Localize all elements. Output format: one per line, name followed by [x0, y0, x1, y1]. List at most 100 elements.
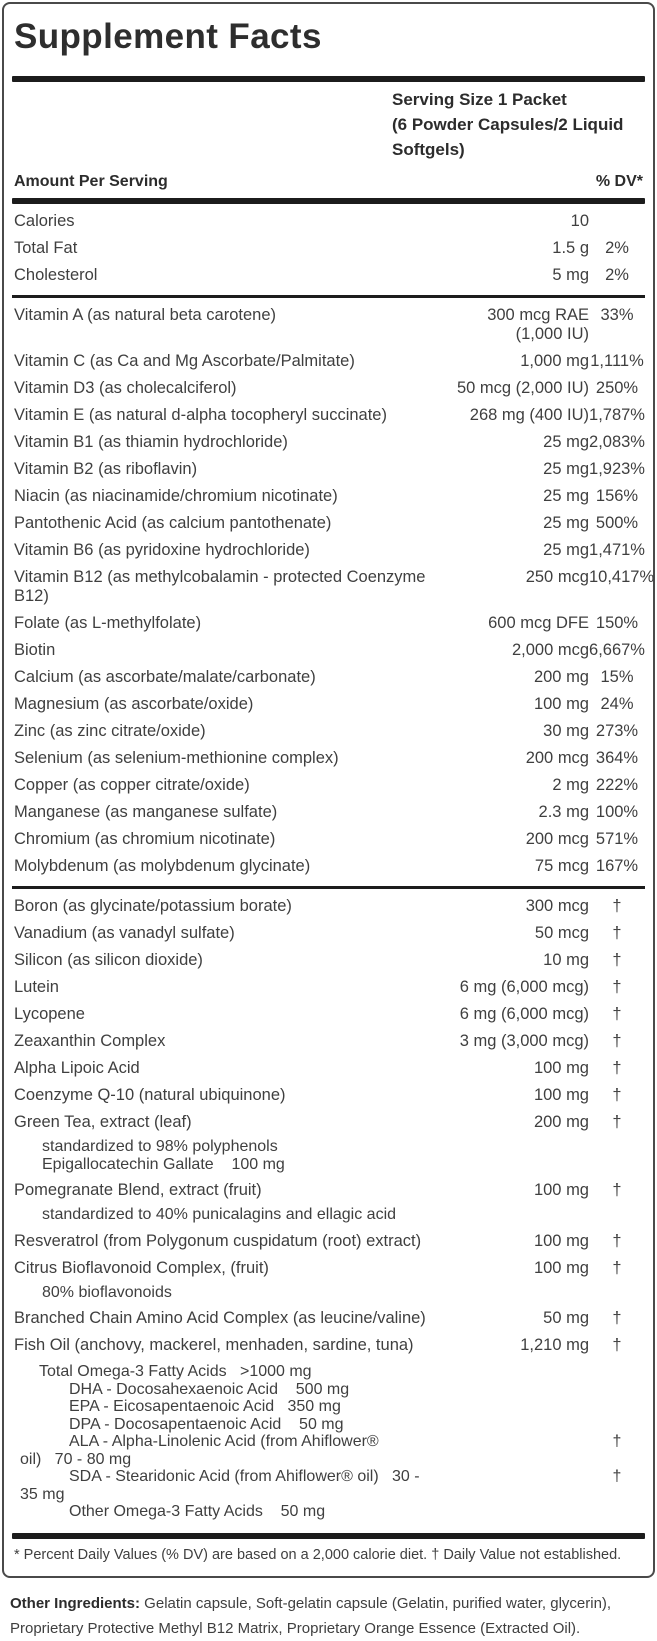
nutrient-row: Molybdenum (as molybdenum glycinate) 75 m… — [12, 849, 645, 876]
nutrient-name: Silicon (as silicon dioxide) — [14, 951, 203, 969]
nutrient-name: Branched Chain Amino Acid Complex (as le… — [14, 1309, 426, 1327]
nutrient-amount: 200 mg — [533, 668, 589, 686]
nutrient-dv: † — [612, 1005, 622, 1023]
nutrient-row: Vitamin C (as Ca and Mg Ascorbate/Palmit… — [12, 344, 645, 371]
nutrient-name: Alpha Lipoic Acid — [14, 1059, 140, 1077]
nutrient-dv: 222% — [595, 776, 639, 794]
nutrient-amount: 1.5 g — [552, 239, 589, 257]
nutrient-dv: 364% — [595, 749, 639, 767]
nutrient-dv: † — [612, 1086, 622, 1104]
subnote: 80% bioflavonoids — [12, 1278, 645, 1302]
nutrient-row: Copper (as copper citrate/oxide) 2 mg 222% — [12, 768, 645, 795]
nutrient-amount: 1,000 mg — [520, 352, 589, 370]
nutrient-name: Vitamin D3 (as cholecalciferol) — [14, 379, 237, 397]
omega-line: Other Omega-3 Fatty Acids 50 mg — [12, 1503, 645, 1521]
nutrient-amount: 5 mg — [552, 266, 589, 284]
nutrient-dv: † — [612, 1032, 622, 1050]
nutrient-row: Alpha Lipoic Acid 100 mg † — [12, 1051, 645, 1078]
nutrient-dv: 10,417% — [589, 568, 655, 586]
nutrient-dv: † — [612, 1059, 622, 1077]
subnote-line: Epigallocatechin Gallate 100 mg — [42, 1155, 285, 1173]
nutrient-name: Citrus Bioflavonoid Complex, (fruit) — [14, 1258, 269, 1277]
nutrient-row: Resveratrol (from Polygonum cuspidatum (… — [12, 1224, 645, 1251]
serving-size-block: Serving Size 1 Packet (6 Powder Capsules… — [12, 82, 645, 162]
header-thick-divider — [12, 198, 645, 204]
nutrient-dv: 1,111% — [590, 352, 644, 370]
label-title: Supplement Facts — [14, 17, 322, 56]
nutrient-amount: 268 mg (400 IU) — [469, 406, 589, 424]
nutrient-dv: 2% — [605, 266, 629, 284]
nutrient-row: Manganese (as manganese sulfate) 2.3 mg 10… — [12, 795, 645, 822]
nutrient-row: Coenzyme Q-10 (natural ubiquinone) 100 mg… — [12, 1078, 645, 1105]
nutrient-amount: 2,000 mcg — [511, 641, 589, 659]
nutrient-row: Vanadium (as vanadyl sulfate) 50 mcg † — [12, 916, 645, 943]
serving-size-line2: (6 Powder Capsules/2 Liquid Softgels) — [392, 115, 624, 159]
nutrient-dv: 500% — [595, 514, 639, 532]
nutrient-name: Calcium (as ascorbate/malate/carbonate) — [14, 668, 316, 686]
nutrient-dv: † — [612, 1113, 622, 1131]
nutrient-dv: 2,083% — [589, 433, 645, 451]
nutrient-row: Vitamin D3 (as cholecalciferol) 50 mcg (2… — [12, 371, 645, 398]
nutrient-row: Cholesterol 5 mg 2% — [12, 258, 645, 285]
nutrient-row: Pantothenic Acid (as calcium pantothenat… — [12, 506, 645, 533]
nutrient-name: Zeaxanthin Complex — [14, 1032, 166, 1050]
nutrient-amount: 50 mcg (2,000 IU) — [456, 379, 589, 397]
nutrient-dv: 100% — [595, 803, 639, 821]
nutrient-amount: 6 mg (6,000 mcg) — [459, 1005, 589, 1023]
nutrient-row: Citrus Bioflavonoid Complex, (fruit) 100 … — [12, 1251, 645, 1278]
omega-text: Other Omega-3 Fatty Acids 50 mg — [69, 1503, 326, 1520]
section-rule — [12, 886, 645, 889]
nutrient-row: Vitamin B12 (as methylcobalamin - protec… — [12, 560, 655, 606]
other-ingredients: Other Ingredients: Gelatin capsule, Soft… — [10, 1591, 647, 1641]
serving-size-line1: Serving Size 1 Packet — [392, 90, 567, 109]
nutrient-amount: 600 mcg DFE — [488, 614, 589, 632]
nutrient-name: Magnesium (as ascorbate/oxide) — [14, 695, 254, 713]
nutrient-row: Vitamin A (as natural beta carotene) 300 … — [12, 298, 645, 344]
nutrient-name: Folate (as L-methylfolate) — [14, 614, 202, 632]
omega-text: EPA - Eicosapentaenoic Acid 350 mg — [69, 1398, 341, 1415]
percent-dv-header: % DV* — [595, 173, 643, 190]
omega-text: Total Omega-3 Fatty Acids >1000 mg — [39, 1363, 312, 1380]
nutrient-dv: † — [612, 1309, 622, 1327]
nutrient-dv: 571% — [595, 830, 639, 848]
supplement-facts-panel: Supplement Facts Serving Size 1 Packet (… — [2, 2, 655, 1578]
omega-text: ALA - Alpha-Linolenic Acid (from Ahiflow… — [20, 1433, 379, 1468]
omega-dv: † — [612, 1433, 622, 1450]
nutrient-amount: 25 mg — [543, 514, 589, 532]
omega-line: DPA - Docosapentaenoic Acid 50 mg — [12, 1416, 645, 1434]
nutrient-row: Total Fat 1.5 g 2% — [12, 231, 645, 258]
nutrient-row: Folate (as L-methylfolate) 600 mcg DFE 150… — [12, 606, 645, 633]
nutrient-row: Lutein 6 mg (6,000 mcg) † — [12, 970, 645, 997]
nutrient-name: Cholesterol — [14, 266, 98, 284]
nutrient-amount: 200 mcg — [525, 749, 589, 767]
omega-text: DHA - Docosahexaenoic Acid 500 mg — [69, 1380, 350, 1398]
nutrient-name: Zinc (as zinc citrate/oxide) — [14, 722, 206, 740]
nutrient-dv: 273% — [595, 722, 639, 740]
column-header-row: Amount Per Serving % DV* — [12, 162, 645, 198]
nutrient-name: Vitamin B6 (as pyridoxine hydrochloride) — [14, 541, 310, 559]
nutrient-row: Selenium (as selenium-methionine complex… — [12, 741, 645, 768]
nutrient-name: Calories — [14, 212, 75, 230]
nutrient-name: Molybdenum (as molybdenum glycinate) — [14, 857, 311, 875]
nutrient-amount: 100 mg — [533, 695, 589, 713]
amount-per-serving-header: Amount Per Serving — [14, 173, 168, 190]
nutrient-dv: † — [612, 1181, 622, 1199]
nutrient-dv: 6,667% — [589, 641, 645, 659]
top-thick-divider — [12, 76, 645, 82]
nutrient-dv: 167% — [595, 857, 639, 875]
nutrient-amount: 10 mg — [543, 951, 589, 969]
nutrient-row: Vitamin E (as natural d-alpha tocopheryl… — [12, 398, 645, 425]
nutrient-amount: 30 mg — [543, 722, 589, 740]
nutrient-amount: 25 mg — [543, 541, 589, 559]
nutrient-amount: 25 mg — [543, 487, 589, 505]
nutrient-amount: 25 mg — [543, 433, 589, 451]
nutrient-amount: 200 mg — [533, 1113, 589, 1131]
omega-text: SDA - Stearidonic Acid (from Ahiflower® … — [20, 1468, 420, 1503]
nutrient-row: Boron (as glycinate/potassium borate) 300… — [12, 889, 645, 916]
nutrient-name: Vitamin E (as natural d-alpha tocopheryl… — [14, 406, 387, 424]
nutrient-dv: † — [612, 1231, 622, 1250]
subnote-line: 80% bioflavonoids — [42, 1283, 172, 1301]
nutrient-dv: 156% — [595, 487, 639, 505]
nutrient-amount: 50 mcg — [534, 924, 589, 942]
nutrient-name: Green Tea, extract (leaf) — [14, 1113, 192, 1131]
